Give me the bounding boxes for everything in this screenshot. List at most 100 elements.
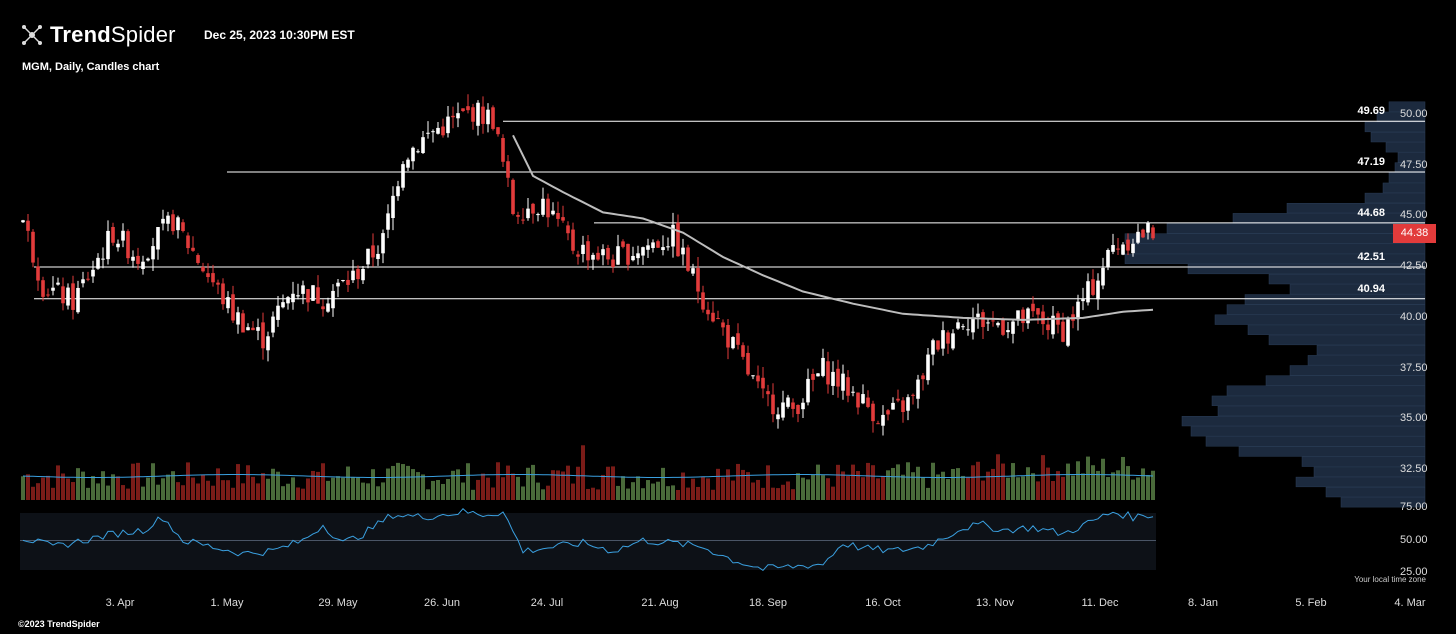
volume-bar — [1066, 463, 1070, 500]
volume-bar — [116, 476, 120, 500]
volume-bar — [546, 485, 550, 500]
volume-bar — [836, 464, 840, 500]
volume-bar — [471, 489, 475, 500]
volume-profile-bar — [1187, 263, 1426, 275]
volume-bar — [541, 489, 545, 500]
candle-body — [151, 246, 155, 260]
candle-body — [806, 378, 810, 403]
volume-profile-bar — [1226, 304, 1426, 315]
candle-body — [1136, 231, 1140, 243]
volume-bar — [1036, 481, 1040, 500]
candle-body — [76, 287, 80, 313]
volume-bar — [681, 472, 685, 500]
candle-body — [311, 285, 315, 301]
volume-bar — [801, 477, 805, 500]
candle-body — [796, 404, 800, 415]
volume-bar — [941, 471, 945, 500]
volume-bar — [146, 477, 150, 500]
volume-bar — [386, 468, 390, 500]
copyright: ©2023 TrendSpider — [18, 619, 100, 629]
candle-body — [681, 247, 685, 255]
volume-bar — [436, 479, 440, 500]
volume-bar — [421, 474, 425, 500]
candle-body — [431, 131, 435, 133]
candle-body — [746, 353, 750, 375]
candle-body — [1036, 308, 1040, 315]
candle-body — [1131, 243, 1135, 254]
volume-bar — [726, 469, 730, 500]
timestamp: Dec 25, 2023 10:30PM EST — [204, 28, 355, 42]
level-label: 49.69 — [1357, 105, 1385, 118]
candle-body — [506, 161, 510, 178]
volume-bar — [431, 480, 435, 500]
candle-body — [536, 214, 540, 216]
volume-bar — [776, 488, 780, 500]
volume-bar — [1151, 470, 1155, 500]
volume-bar — [276, 471, 280, 500]
volume-bar — [306, 478, 310, 500]
volume-profile-bar — [1214, 314, 1426, 325]
volume-bar — [871, 465, 875, 500]
candle-body — [621, 241, 625, 247]
volume-profile-bar — [1190, 426, 1426, 437]
rsi-panel-background — [20, 513, 1156, 570]
candle-body — [251, 327, 255, 331]
volume-profile-bar — [1205, 436, 1426, 447]
volume-profile-bar — [1325, 486, 1426, 498]
candle-body — [546, 198, 550, 218]
volume-bar — [876, 478, 880, 500]
price-axis-tick: 42.50 — [1400, 260, 1428, 273]
candle-body — [896, 398, 900, 401]
volume-bar — [831, 486, 835, 500]
candle-body — [356, 268, 360, 280]
volume-bar — [236, 464, 240, 500]
volume-bar — [626, 488, 630, 500]
volume-profile-bar — [1295, 476, 1426, 488]
candle-body — [811, 373, 815, 380]
volume-bar — [466, 463, 470, 500]
volume-bar — [196, 483, 200, 500]
rsi-line — [22, 507, 1154, 572]
volume-bar — [886, 470, 890, 500]
volume-bar — [716, 468, 720, 500]
volume-bar — [486, 477, 490, 500]
candle-body — [461, 108, 465, 112]
volume-profile-bar — [1370, 131, 1426, 143]
volume-bar — [331, 477, 335, 500]
candle-body — [686, 247, 690, 271]
volume-bar — [971, 465, 975, 500]
candle-body — [846, 377, 850, 396]
candle-body — [436, 127, 440, 134]
candle-body — [971, 319, 975, 333]
candle-body — [866, 397, 870, 407]
volume-bar — [481, 473, 485, 500]
volume-bar — [1021, 476, 1025, 500]
volume-bar — [151, 463, 155, 500]
candle-body — [451, 115, 455, 118]
volume-bar — [271, 468, 275, 500]
candle-body — [766, 391, 770, 395]
volume-bar — [96, 483, 100, 500]
volume-profile-bar — [1268, 334, 1426, 346]
candle-body — [931, 340, 935, 355]
volume-bar — [636, 476, 640, 500]
volume-profile-bar — [1265, 375, 1426, 386]
candle-body — [701, 292, 705, 310]
volume-bar — [191, 477, 195, 500]
moving-average-line — [512, 134, 1154, 321]
price-axis-tick: 40.00 — [1400, 310, 1428, 323]
candle-body — [441, 126, 445, 136]
candle-body — [631, 255, 635, 261]
volume-bar — [826, 478, 830, 500]
candle-body — [861, 394, 865, 404]
volume-bar — [576, 466, 580, 500]
volume-bar — [911, 472, 915, 500]
candle-body — [516, 215, 520, 217]
volume-profile-bar — [1124, 233, 1426, 244]
candle-body — [946, 332, 950, 344]
volume-bar — [366, 483, 370, 500]
candle-body — [261, 322, 265, 349]
candle-body — [706, 309, 710, 315]
candle-body — [891, 402, 895, 410]
volume-bar — [1081, 473, 1085, 500]
